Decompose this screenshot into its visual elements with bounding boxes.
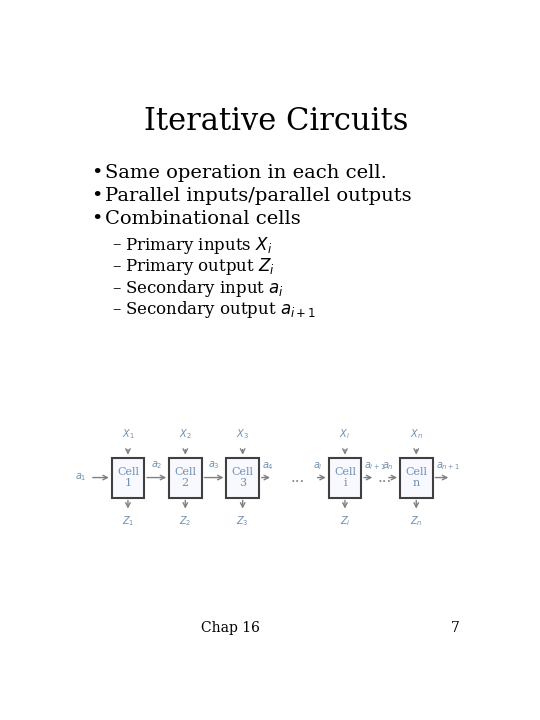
Text: $a_2$: $a_2$ — [151, 459, 163, 472]
Text: Secondary output $a_{i+1}$: Secondary output $a_{i+1}$ — [125, 300, 316, 320]
Text: $X_1$: $X_1$ — [122, 427, 134, 441]
Text: $Z_i$: $Z_i$ — [340, 515, 350, 528]
Text: •: • — [91, 186, 102, 204]
Text: $a_4$: $a_4$ — [262, 460, 274, 472]
Text: $a_{n+1}$: $a_{n+1}$ — [436, 460, 460, 472]
Text: Chap 16: Chap 16 — [201, 621, 260, 634]
Text: $X_2$: $X_2$ — [179, 427, 192, 441]
FancyBboxPatch shape — [112, 457, 144, 498]
Text: •: • — [91, 210, 102, 228]
Text: $Z_3$: $Z_3$ — [237, 515, 249, 528]
Text: 7: 7 — [450, 621, 460, 634]
Text: –: – — [112, 236, 121, 253]
Text: $Z_1$: $Z_1$ — [122, 515, 134, 528]
Text: $X_3$: $X_3$ — [236, 427, 249, 441]
Text: $Z_2$: $Z_2$ — [179, 515, 192, 528]
Text: –: – — [112, 301, 121, 318]
Text: Primary inputs $X_i$: Primary inputs $X_i$ — [125, 235, 272, 256]
Text: Cell
1: Cell 1 — [117, 467, 139, 488]
FancyBboxPatch shape — [169, 457, 201, 498]
Text: ...: ... — [377, 471, 392, 485]
Text: Parallel inputs/parallel outputs: Parallel inputs/parallel outputs — [105, 186, 411, 204]
Text: Cell
2: Cell 2 — [174, 467, 197, 488]
Text: $a_n$: $a_n$ — [382, 460, 394, 472]
Text: Secondary input $a_i$: Secondary input $a_i$ — [125, 278, 284, 299]
Text: Cell
i: Cell i — [334, 467, 356, 488]
Text: $a_i$: $a_i$ — [313, 460, 322, 472]
Text: Combinational cells: Combinational cells — [105, 210, 300, 228]
Text: Cell
3: Cell 3 — [232, 467, 254, 488]
Text: $a_1$: $a_1$ — [75, 472, 87, 483]
FancyBboxPatch shape — [329, 457, 361, 498]
Text: $Z_n$: $Z_n$ — [410, 515, 423, 528]
Text: •: • — [91, 163, 102, 181]
Text: Iterative Circuits: Iterative Circuits — [145, 106, 409, 137]
Text: $a_{i+1}$: $a_{i+1}$ — [364, 460, 386, 472]
FancyBboxPatch shape — [226, 457, 259, 498]
Text: –: – — [112, 258, 121, 275]
Text: $X_n$: $X_n$ — [410, 427, 423, 441]
Text: Primary output $Z_i$: Primary output $Z_i$ — [125, 256, 275, 277]
Text: $a_3$: $a_3$ — [208, 459, 220, 472]
Text: $X_i$: $X_i$ — [340, 427, 350, 441]
Text: Cell
n: Cell n — [405, 467, 427, 488]
Text: –: – — [112, 279, 121, 297]
Text: Same operation in each cell.: Same operation in each cell. — [105, 163, 387, 181]
Text: ...: ... — [291, 471, 305, 485]
FancyBboxPatch shape — [400, 457, 433, 498]
